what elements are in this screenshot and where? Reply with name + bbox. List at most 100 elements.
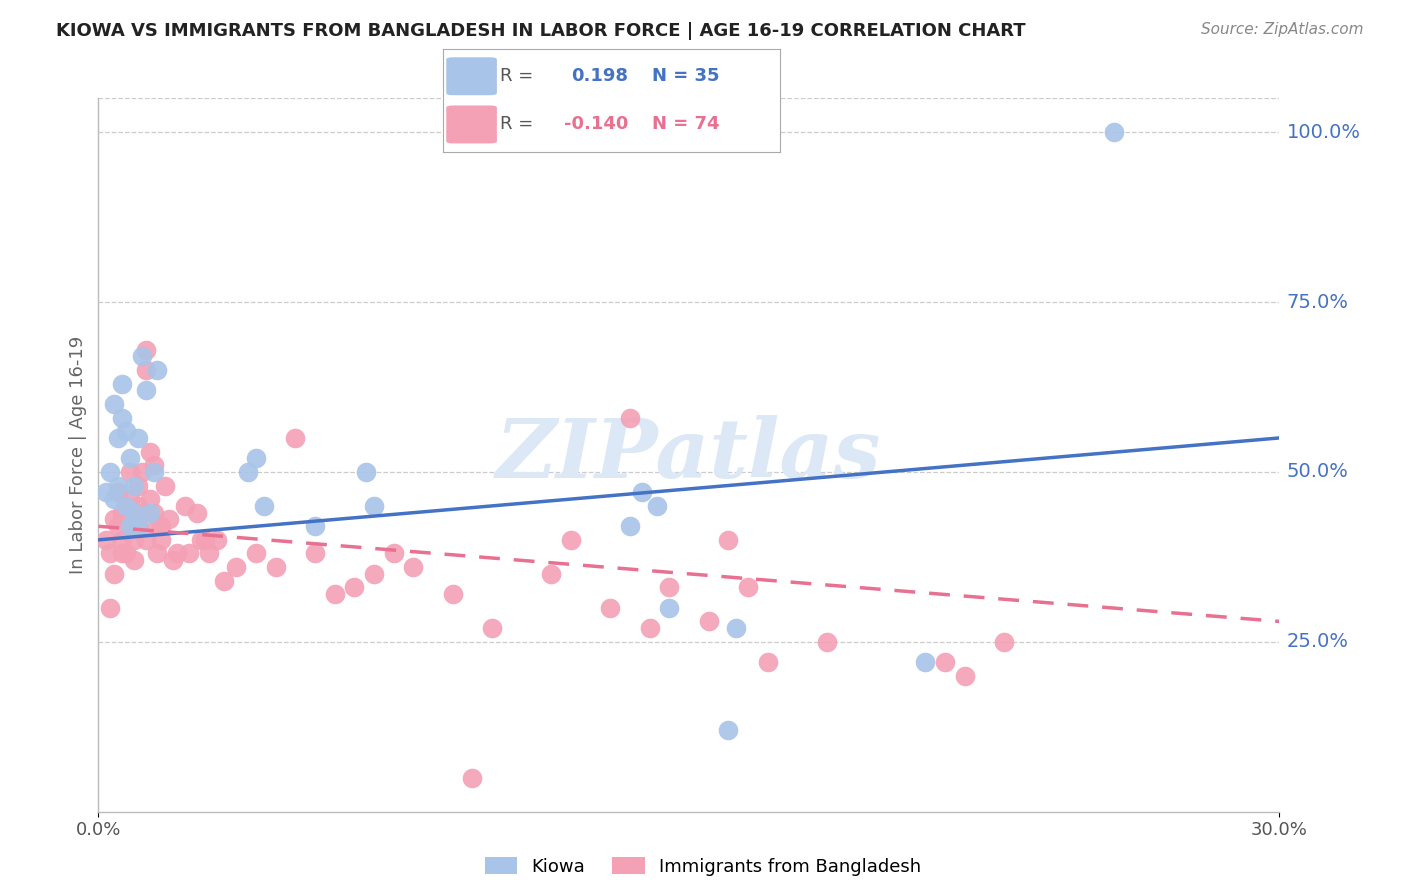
Point [103, 566, 125, 581]
Point [115, 424, 138, 438]
Point [245, 546, 267, 560]
Point [115, 512, 138, 526]
Point [934, 655, 956, 669]
Point [343, 581, 366, 595]
Point [103, 492, 125, 507]
Point [194, 533, 217, 547]
Point [146, 546, 169, 560]
Point [122, 478, 145, 492]
Point [98, 465, 121, 479]
Legend: Kiowa, Immigrants from Bangladesh: Kiowa, Immigrants from Bangladesh [478, 850, 928, 883]
Point [1102, 125, 1125, 139]
Point [135, 384, 157, 398]
Point [214, 574, 236, 588]
Point [658, 600, 681, 615]
Point [382, 546, 405, 560]
Point [142, 506, 165, 520]
Point [205, 533, 228, 547]
Point [236, 465, 259, 479]
Point [127, 431, 149, 445]
Text: N = 35: N = 35 [652, 67, 720, 85]
Point [953, 669, 976, 683]
Point [402, 560, 425, 574]
Point [122, 506, 145, 520]
Text: N = 74: N = 74 [652, 115, 720, 133]
Point [118, 492, 141, 507]
Point [619, 519, 641, 533]
FancyBboxPatch shape [446, 105, 496, 144]
Point [225, 560, 247, 574]
Point [118, 465, 141, 479]
Point [96, 485, 118, 500]
Point [658, 581, 681, 595]
Text: ZIPatlas: ZIPatlas [496, 415, 882, 495]
Text: Source: ZipAtlas.com: Source: ZipAtlas.com [1201, 22, 1364, 37]
Point [138, 506, 160, 520]
Point [155, 478, 177, 492]
Point [96, 533, 118, 547]
Point [131, 350, 153, 364]
Point [993, 635, 1015, 649]
Point [122, 533, 145, 547]
Point [630, 485, 652, 500]
Point [115, 546, 138, 560]
Point [599, 600, 621, 615]
Point [647, 499, 669, 513]
Point [264, 560, 287, 574]
Point [118, 519, 141, 533]
Point [323, 587, 346, 601]
Text: 75.0%: 75.0% [1286, 293, 1348, 311]
Point [914, 655, 936, 669]
FancyBboxPatch shape [446, 57, 496, 95]
Point [111, 533, 134, 547]
Point [107, 431, 129, 445]
Y-axis label: In Labor Force | Age 16-19: In Labor Force | Age 16-19 [69, 335, 87, 574]
Point [815, 635, 838, 649]
Point [135, 533, 157, 547]
Point [127, 478, 149, 492]
Point [354, 465, 377, 479]
Point [441, 587, 464, 601]
Point [717, 533, 740, 547]
Point [619, 410, 641, 425]
Point [304, 519, 326, 533]
Point [138, 492, 160, 507]
Point [103, 512, 125, 526]
Point [127, 499, 149, 513]
Point [725, 621, 748, 635]
Point [363, 499, 385, 513]
Text: 0.198: 0.198 [571, 67, 628, 85]
Point [560, 533, 582, 547]
Point [177, 546, 200, 560]
Point [142, 465, 165, 479]
Point [284, 431, 307, 445]
Point [174, 499, 197, 513]
Point [122, 506, 145, 520]
Point [697, 615, 720, 629]
Point [756, 655, 779, 669]
Text: 100.0%: 100.0% [1286, 122, 1361, 142]
Point [146, 519, 169, 533]
Text: R =: R = [501, 115, 533, 133]
Point [98, 546, 121, 560]
Point [111, 506, 134, 520]
Point [118, 451, 141, 466]
Point [166, 546, 188, 560]
Point [253, 499, 276, 513]
Point [138, 444, 160, 458]
Point [157, 512, 180, 526]
Point [481, 621, 503, 635]
Point [115, 499, 138, 513]
Point [122, 553, 145, 567]
Point [190, 533, 212, 547]
Point [135, 363, 157, 377]
Point [461, 771, 484, 785]
Point [107, 478, 129, 492]
Point [131, 465, 153, 479]
Point [186, 506, 208, 520]
Point [115, 499, 138, 513]
Point [142, 458, 165, 472]
Text: -0.140: -0.140 [564, 115, 628, 133]
Point [540, 566, 562, 581]
Point [363, 566, 385, 581]
